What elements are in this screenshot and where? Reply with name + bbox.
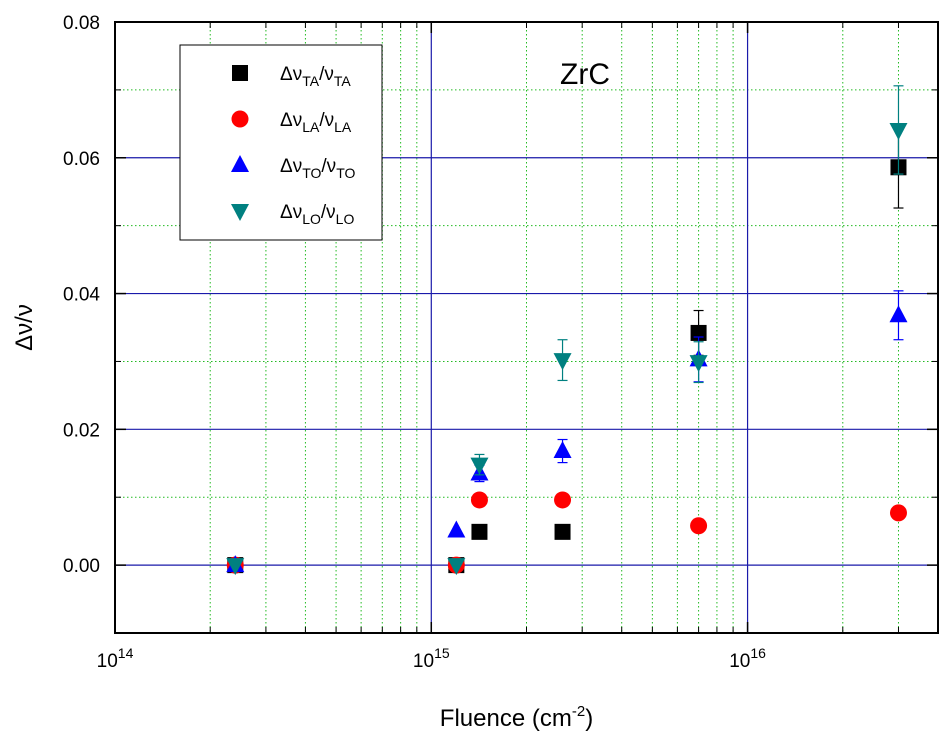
tick-labels: 1014 1015 1016 0.00 0.02 0.04 0.06 0.08 [63, 13, 766, 672]
data-point-lo [889, 123, 907, 140]
y-tick-label: 0.00 [63, 556, 100, 577]
x-tick-label: 1015 [413, 645, 450, 672]
data-point-to [889, 305, 907, 322]
legend-marker-la [232, 111, 249, 128]
data-point-lo [470, 458, 488, 475]
y-tick-label: 0.08 [63, 13, 100, 34]
y-axis-label: Δν/ν [11, 304, 38, 351]
data-point-la [690, 517, 707, 534]
x-axis-label-end: ) [585, 705, 593, 732]
data-point-to [447, 520, 465, 537]
data-point-ta [471, 524, 487, 540]
y-tick-label: 0.02 [63, 420, 100, 441]
data-point-la [890, 504, 907, 521]
y-tick-label: 0.04 [63, 285, 100, 306]
material-annotation: ZrC [560, 58, 610, 91]
x-axis-label-main: Fluence (cm [440, 705, 572, 732]
x-axis-label: Fluence (cm-2) [440, 703, 593, 732]
data-point-ta [555, 524, 571, 540]
x-tick-label: 1014 [97, 645, 134, 672]
data-point-la [471, 491, 488, 508]
data-point-to [554, 441, 572, 458]
data-point-la [554, 491, 571, 508]
y-tick-label: 0.06 [63, 149, 100, 170]
legend-marker-ta [232, 65, 248, 81]
x-axis-label-superscript: -2 [572, 703, 585, 720]
x-tick-label: 1016 [729, 645, 766, 672]
